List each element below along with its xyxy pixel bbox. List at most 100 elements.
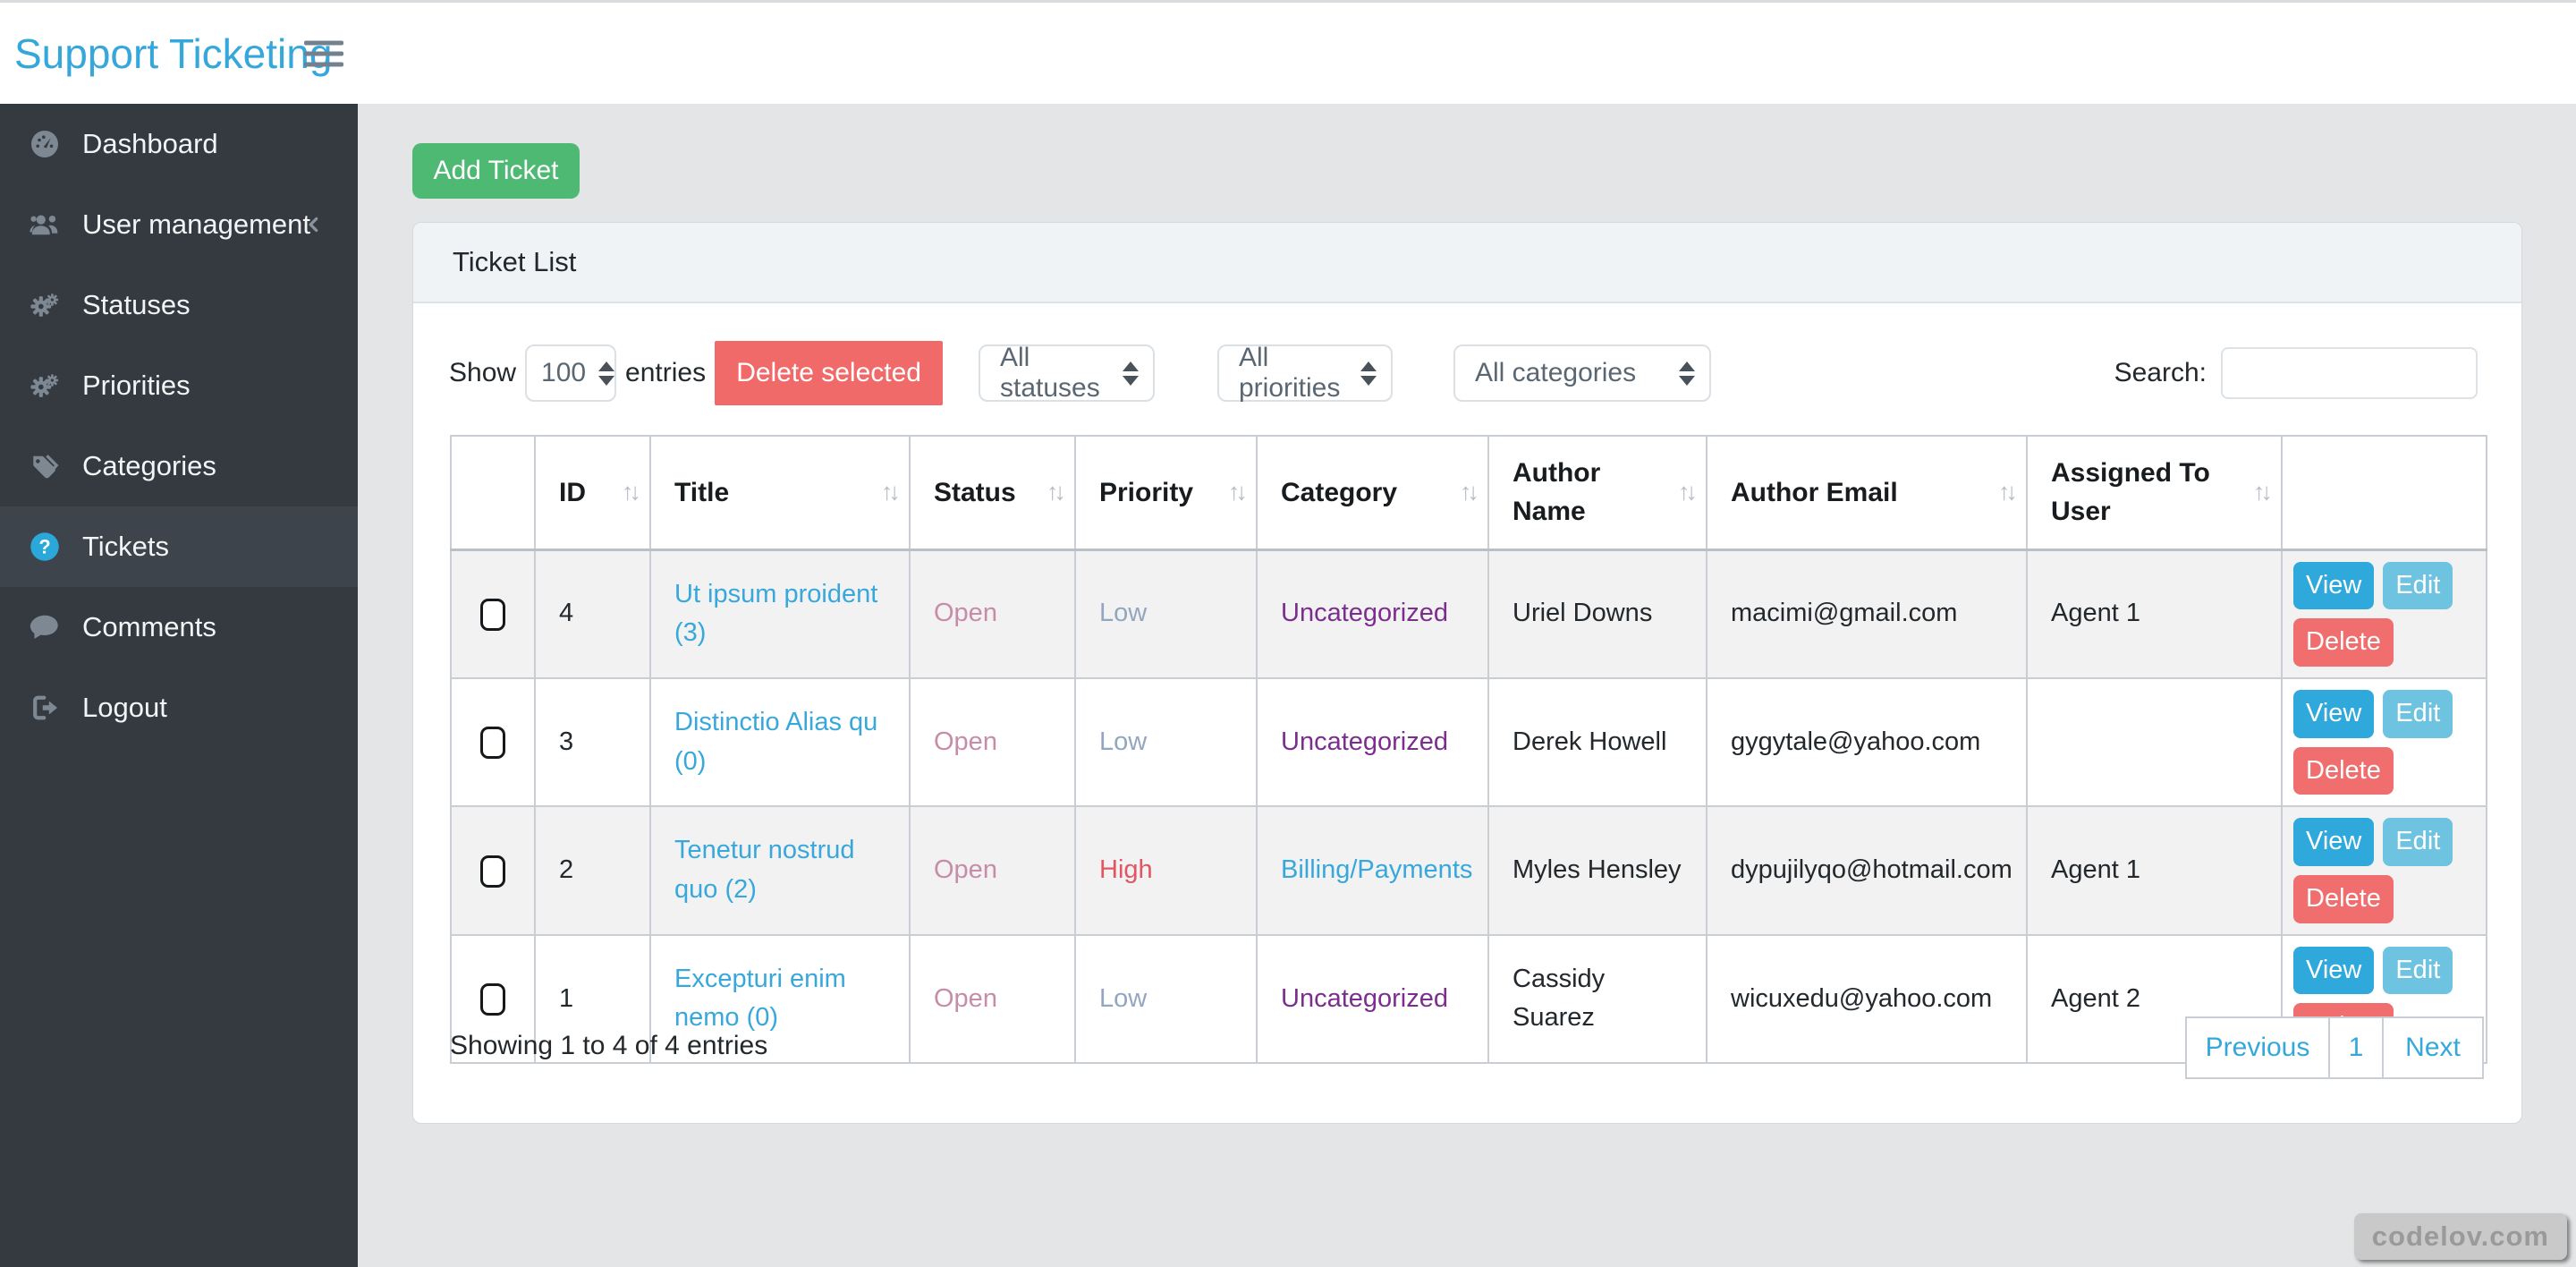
main-content: Add Ticket Ticket List Show 100 entries … (358, 104, 2576, 1267)
category-value: Uncategorized (1281, 599, 1448, 628)
delete-selected-button[interactable]: Delete selected (715, 341, 944, 405)
pagination-page-1-button[interactable]: 1 (2328, 1016, 2384, 1079)
users-icon (30, 215, 58, 235)
view-button[interactable]: View (2293, 818, 2375, 866)
sidebar-item-label: Logout (82, 692, 167, 723)
watermark-link[interactable]: codelov.com (2353, 1213, 2567, 1260)
ticket-title-link[interactable]: Tenetur nostrud quo (2) (674, 836, 855, 904)
edit-button[interactable]: Edit (2383, 946, 2453, 995)
edit-button[interactable]: Edit (2383, 689, 2453, 738)
select-cell (450, 805, 536, 936)
pagination: Previous 1 Next (2185, 1016, 2484, 1079)
select-column-header (450, 435, 536, 551)
sidebar-item-categories[interactable]: Categories (0, 426, 358, 506)
sidebar-item-statuses[interactable]: Statuses (0, 265, 358, 345)
search-input[interactable] (2221, 347, 2478, 399)
select-caret-icon (1360, 361, 1377, 386)
sort-icon: ↑↓ (1228, 478, 1248, 506)
actions-column-header (2281, 435, 2487, 551)
author-email-cell: gygytale@yahoo.com (1706, 676, 2028, 808)
column-header-id[interactable]: ID ↑↓ (534, 435, 651, 551)
priority-cell: Low (1074, 933, 1258, 1065)
column-header-status[interactable]: Status ↑↓ (909, 435, 1076, 551)
app-brand-link[interactable]: Support Ticketing (14, 30, 333, 77)
status-cell: Open (909, 676, 1076, 808)
page-size-select[interactable]: 100 (525, 344, 617, 402)
status-cell: Open (909, 933, 1076, 1065)
title-cell: Ut ipsum proident (3) (649, 548, 911, 679)
column-header-title[interactable]: Title ↑↓ (649, 435, 911, 551)
column-header-author-name[interactable]: Author Name ↑↓ (1487, 435, 1707, 551)
author-name-cell: Cassidy Suarez (1487, 933, 1707, 1065)
select-cell (450, 676, 536, 808)
sidebar-item-tickets[interactable]: ? Tickets (0, 506, 358, 587)
sidebar-item-label: Categories (82, 450, 216, 481)
row-checkbox[interactable] (480, 598, 505, 631)
category-filter-select[interactable]: All categories (1453, 344, 1711, 402)
ticket-title-link[interactable]: Excepturi enim nemo (0) (674, 964, 846, 1033)
select-cell (450, 548, 536, 679)
status-value: Open (934, 727, 997, 756)
tickets-table: ID ↑↓ Title ↑↓ Status ↑↓ Priority ↑↓ Categor… (450, 435, 2487, 1065)
gears-icon (30, 374, 59, 397)
id-cell: 2 (534, 805, 651, 936)
title-cell: Excepturi enim nemo (0) (649, 933, 911, 1065)
card-header: Ticket List (413, 223, 2521, 303)
id-cell: 1 (534, 933, 651, 1065)
sidebar-item-priorities[interactable]: Priorities (0, 345, 358, 426)
sidebar-item-label: Priorities (82, 370, 191, 401)
assigned-to-cell (2026, 676, 2283, 808)
edit-button[interactable]: Edit (2383, 561, 2453, 610)
ticket-title-link[interactable]: Distinctio Alias qu (0) (674, 708, 878, 776)
edit-button[interactable]: Edit (2383, 818, 2453, 866)
status-filter-select[interactable]: All statuses (979, 343, 1155, 403)
search-label: Search: (2114, 358, 2207, 387)
status-cell: Open (909, 805, 1076, 936)
priority-cell: Low (1074, 676, 1258, 808)
delete-button[interactable]: Delete (2293, 874, 2394, 923)
ticket-title-link[interactable]: Ut ipsum proident (3) (674, 579, 878, 648)
sidebar-item-comments[interactable]: Comments (0, 587, 358, 668)
category-value: Uncategorized (1281, 983, 1448, 1013)
author-name-cell: Myles Hensley (1487, 805, 1707, 936)
title-cell: Distinctio Alias qu (0) (649, 676, 911, 808)
row-checkbox[interactable] (480, 855, 505, 888)
select-caret-icon (1123, 361, 1139, 386)
sidebar-toggle-button[interactable] (304, 40, 343, 66)
category-link[interactable]: Billing/Payments (1281, 855, 1473, 885)
add-ticket-button[interactable]: Add Ticket (412, 143, 580, 199)
priority-filter-select[interactable]: All priorities (1217, 343, 1393, 403)
sidebar-item-logout[interactable]: Logout (0, 668, 358, 748)
pagination-next-button[interactable]: Next (2382, 1016, 2484, 1079)
row-checkbox[interactable] (480, 982, 505, 1016)
sort-icon: ↑↓ (881, 478, 901, 506)
pagination-previous-button[interactable]: Previous (2185, 1016, 2330, 1079)
assigned-to-cell: Agent 1 (2026, 805, 2283, 936)
delete-button[interactable]: Delete (2293, 618, 2394, 667)
sidebar-item-dashboard[interactable]: Dashboard (0, 104, 358, 184)
view-button[interactable]: View (2293, 689, 2375, 738)
table-header-row: ID ↑↓ Title ↑↓ Status ↑↓ Priority ↑↓ Categor… (450, 435, 2487, 551)
column-header-author-email[interactable]: Author Email ↑↓ (1706, 435, 2028, 551)
category-value: Uncategorized (1281, 727, 1448, 756)
column-header-category[interactable]: Category ↑↓ (1256, 435, 1489, 551)
sidebar-item-label: Comments (82, 611, 216, 642)
view-button[interactable]: View (2293, 946, 2375, 995)
select-caret-icon (1679, 361, 1695, 386)
row-checkbox[interactable] (480, 727, 505, 760)
column-header-assigned-to[interactable]: Assigned To User ↑↓ (2026, 435, 2283, 551)
column-header-priority[interactable]: Priority ↑↓ (1074, 435, 1258, 551)
view-button[interactable]: View (2293, 561, 2375, 610)
search-controls: Search: (2114, 344, 2478, 402)
sidebar-item-user-management[interactable]: User management (0, 184, 358, 265)
ticket-row: 4 Ut ipsum proident (3) Open Low Uncategoriz… (450, 548, 2487, 679)
delete-button[interactable]: Delete (2293, 746, 2394, 795)
priority-value: High (1099, 855, 1153, 885)
comment-icon (30, 615, 58, 639)
sort-icon: ↑↓ (1046, 478, 1066, 506)
ticket-list-card: Ticket List Show 100 entries Delete sele… (412, 222, 2522, 1124)
ticket-table-body: 4 Ut ipsum proident (3) Open Low Uncategoriz… (450, 548, 2487, 1065)
